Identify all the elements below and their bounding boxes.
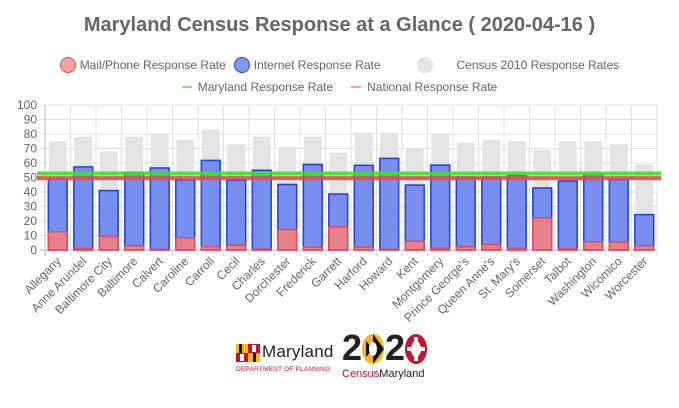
mail-phone-bar bbox=[251, 248, 272, 251]
mail-phone-bar bbox=[328, 226, 349, 251]
x-tick-label: Carroll bbox=[182, 254, 217, 289]
legend-item-maryland[interactable]: Maryland Response Rate bbox=[181, 80, 334, 94]
legend-label-maryland: Maryland Response Rate bbox=[197, 80, 334, 94]
legend-item-internet[interactable]: Internet Response Rate bbox=[233, 57, 381, 73]
legend-swatch-national bbox=[351, 86, 362, 88]
internet-bar bbox=[481, 176, 502, 251]
internet-bar bbox=[455, 176, 476, 251]
legend-label-mail-phone: Mail/Phone Response Rate bbox=[79, 58, 226, 72]
internet-bar bbox=[226, 179, 247, 251]
internet-bar bbox=[583, 173, 604, 251]
mail-phone-bar bbox=[226, 244, 247, 251]
mail-phone-bar bbox=[481, 243, 502, 251]
census-maryland-text: CensusMaryland bbox=[342, 368, 428, 380]
planning-logo-text: DEPARTMENT OF PLANNING bbox=[236, 366, 331, 373]
y-tick-label: 40 bbox=[24, 185, 38, 199]
census-maryland-logo: 2 2 CensusMaryland bbox=[342, 330, 428, 380]
legend-item-mail-phone[interactable]: Mail/Phone Response Rate bbox=[59, 57, 226, 73]
legend-swatch-internet bbox=[233, 57, 250, 73]
legend-item-census-2010[interactable]: Census 2010 Response Rates bbox=[416, 57, 620, 73]
internet-bar bbox=[506, 174, 527, 251]
legend-label-internet: Internet Response Rate bbox=[253, 58, 381, 72]
legend-item-national[interactable]: National Response Rate bbox=[351, 80, 497, 94]
mail-phone-bar bbox=[532, 217, 553, 251]
legend-label-national: National Response Rate bbox=[367, 80, 498, 94]
y-tick-label: 50 bbox=[24, 171, 38, 185]
maryland-flag-icon bbox=[236, 344, 260, 362]
internet-bar bbox=[124, 171, 145, 251]
y-tick-label: 80 bbox=[24, 127, 38, 141]
maryland-flag-zero-icon bbox=[362, 334, 385, 364]
mail-phone-bar bbox=[557, 248, 578, 251]
mail-phone-bar bbox=[200, 245, 221, 251]
census-2020-mark: 2 2 bbox=[342, 330, 428, 366]
maryland-logo-text: Maryland bbox=[262, 342, 334, 361]
chart-title: Maryland Census Response at a Glance ( 2… bbox=[83, 14, 596, 36]
mail-phone-bar bbox=[73, 247, 94, 251]
y-tick-label: 60 bbox=[24, 156, 38, 170]
census-word: Census bbox=[342, 368, 380, 380]
legend-row-bars: Mail/Phone Response Rate Internet Respon… bbox=[0, 57, 679, 73]
y-tick-label: 10 bbox=[24, 229, 38, 243]
internet-bars bbox=[47, 157, 655, 251]
internet-bar bbox=[634, 213, 655, 251]
legend-swatch-census-2010 bbox=[416, 57, 433, 73]
maryland-word: Maryland bbox=[379, 368, 425, 380]
legend-swatch-mail-phone bbox=[59, 57, 76, 73]
reference-lines bbox=[37, 171, 661, 181]
y-tick-label: 0 bbox=[30, 243, 37, 257]
y-tick-label: 100 bbox=[17, 98, 37, 112]
mail-phone-bar bbox=[124, 244, 145, 251]
y-tick-label: 20 bbox=[24, 214, 38, 228]
mail-phone-bar bbox=[634, 244, 655, 251]
legend-label-census-2010: Census 2010 Response Rates bbox=[456, 58, 620, 72]
mail-phone-bar bbox=[379, 248, 400, 251]
mail-phone-bar bbox=[404, 240, 425, 251]
mail-phone-bar bbox=[430, 247, 451, 251]
mail-phone-bar bbox=[608, 241, 629, 251]
mail-phone-bar bbox=[98, 235, 119, 251]
mail-phone-bar bbox=[277, 228, 298, 251]
internet-bar bbox=[557, 180, 578, 251]
mail-phone-bar bbox=[455, 245, 476, 251]
mail-phone-bar bbox=[47, 230, 68, 251]
mail-phone-bar bbox=[302, 246, 323, 251]
y-tick-label: 90 bbox=[24, 113, 38, 127]
mail-phone-bar bbox=[583, 241, 604, 251]
mail-phone-bar bbox=[175, 236, 196, 251]
legend-swatch-maryland bbox=[181, 86, 192, 88]
internet-bar bbox=[404, 184, 425, 251]
legend-row-lines: Maryland Response Rate National Response… bbox=[0, 80, 679, 94]
mail-phone-bars bbox=[47, 217, 655, 251]
internet-bar bbox=[608, 178, 629, 251]
census-year-digit: 2 bbox=[342, 327, 362, 368]
internet-bar bbox=[149, 167, 170, 251]
mail-phone-bar bbox=[506, 247, 527, 251]
y-tick-label: 30 bbox=[24, 200, 38, 214]
internet-bar bbox=[251, 169, 272, 251]
census-year-digit: 2 bbox=[385, 327, 405, 368]
mail-phone-bar bbox=[353, 246, 374, 251]
maryland-cross-zero-icon bbox=[405, 334, 428, 364]
mail-phone-bar bbox=[149, 248, 170, 251]
y-tick-label: 70 bbox=[24, 142, 38, 156]
